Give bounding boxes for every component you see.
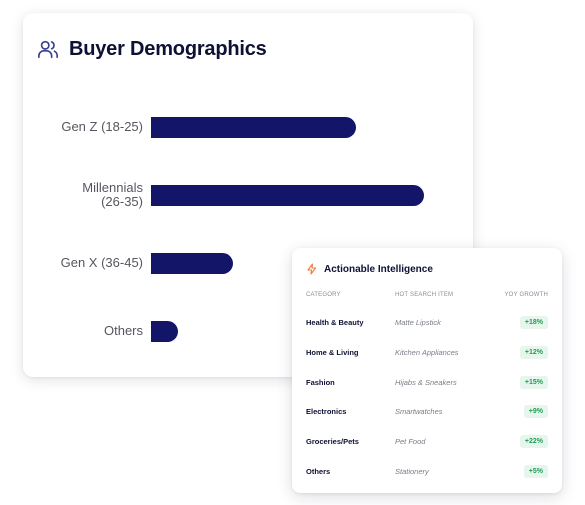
table-row: Home & Living Kitchen Appliances +12% [292, 344, 562, 362]
chart-category-label: Millennials (26-35) [82, 180, 143, 209]
table-row: Fashion Hijabs & Sneakers +15% [292, 374, 562, 392]
hot-search-item-cell: Smartwatches [395, 407, 443, 417]
category-cell: Fashion [306, 377, 335, 387]
growth-badge: +12% [519, 345, 548, 359]
chart-bar [151, 252, 233, 274]
users-icon [37, 38, 59, 60]
hot-search-item-cell: Pet Food [395, 437, 426, 447]
column-header-hot-search-item: Hot Search Item [395, 292, 454, 298]
column-header-yoy-growth: YoY Growth [504, 292, 548, 298]
hot-search-item-cell: Matte Lipstick [395, 318, 441, 327]
demographics-bar-chart: Gen Z (18-25) Millennials (26-35) Gen X (3… [23, 13, 473, 377]
chart-category-label: Others [103, 323, 143, 338]
growth-badge: +5% [523, 465, 548, 478]
category-cell: Home & Living [306, 347, 359, 357]
buyer-demographics-card: Buyer Demographics Gen Z (18-25) Millenni… [23, 13, 473, 377]
category-cell: Health & Beauty [306, 318, 364, 327]
chart-bar [151, 116, 356, 138]
category-cell: Electronics [306, 407, 347, 417]
column-header-category: Category [306, 292, 341, 298]
table-row: Others Stationery +5% [292, 463, 562, 481]
hot-search-item-cell: Kitchen Appliances [395, 347, 459, 357]
category-cell: Groceries/Pets [306, 437, 359, 447]
category-cell: Others [306, 467, 331, 476]
intel-header: Actionable Intelligence [306, 263, 433, 275]
growth-badge: +18% [519, 316, 548, 329]
growth-badge: +22% [519, 435, 548, 449]
chart-bar [151, 184, 424, 206]
growth-badge: +15% [519, 375, 548, 389]
table-row: Electronics Smartwatches +9% [292, 403, 562, 421]
table-row: Health & Beauty Matte Lipstick +18% [292, 314, 562, 332]
actionable-intelligence-card: Actionable Intelligence Category Hot Sea… [292, 248, 562, 493]
chart-category-label: Gen X (36-45) [60, 255, 143, 270]
hot-search-item-cell: Stationery [395, 467, 429, 476]
hot-search-item-cell: Hijabs & Sneakers [395, 377, 457, 387]
chart-bar [151, 320, 179, 342]
table-row: Groceries/Pets Pet Food +22% [292, 433, 562, 451]
demographics-title: Buyer Demographics [69, 37, 267, 60]
growth-badge: +9% [523, 405, 548, 419]
lightning-icon [306, 263, 318, 275]
intel-title: Actionable Intelligence [324, 263, 433, 275]
chart-category-label: Gen Z (18-25) [61, 119, 143, 134]
demographics-header: Buyer Demographics [37, 37, 267, 61]
